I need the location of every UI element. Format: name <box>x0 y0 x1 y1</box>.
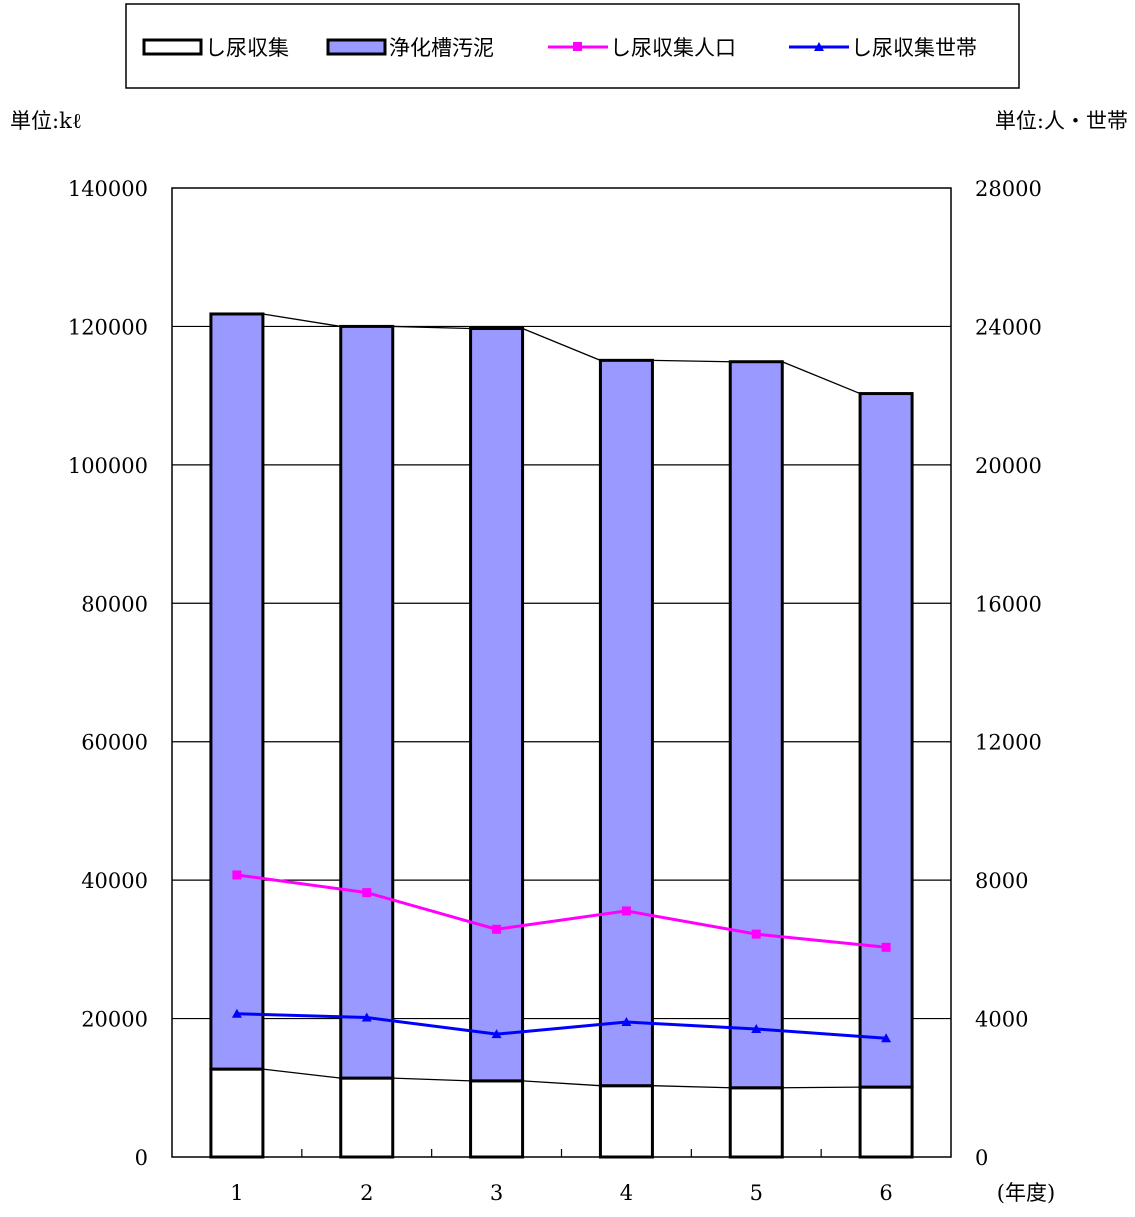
bar-night-soil <box>598 1084 654 1159</box>
bar-septic-sludge <box>598 358 654 1088</box>
series-connector-total <box>522 327 601 361</box>
left-tick-label: 80000 <box>81 592 148 616</box>
point-population <box>751 929 761 939</box>
x-tick-label: 4 <box>620 1181 633 1205</box>
series-lines <box>231 870 892 1043</box>
bar-night-soil <box>858 1085 914 1159</box>
plot-area <box>171 187 952 1158</box>
series-connector-total <box>262 313 341 328</box>
legend-swatch-septic-sludge <box>326 38 387 56</box>
bar-septic-sludge <box>728 360 784 1090</box>
point-households <box>881 1033 892 1043</box>
series-connector-night-soil <box>652 1085 731 1089</box>
bar-night-soil <box>469 1079 525 1159</box>
legend-label-night-soil: し尿収集 <box>205 36 289 60</box>
gridlines <box>172 325 951 1020</box>
series-connector-night-soil <box>392 1077 471 1082</box>
right-tick-label: 24000 <box>975 315 1042 339</box>
point-households <box>231 1008 242 1018</box>
legend-label-households: し尿収集世帯 <box>851 36 977 60</box>
legend: し尿収集 浄化槽汚泥 し尿収集人口 し尿収集世帯 <box>125 3 1020 89</box>
x-tick-label: 5 <box>750 1181 763 1205</box>
right-tick-label: 4000 <box>975 1008 1028 1032</box>
legend-label-population: し尿収集人口 <box>610 36 736 60</box>
bars <box>209 312 914 1159</box>
x-tick-label: 2 <box>360 1181 373 1205</box>
left-tick-label: 100000 <box>68 454 148 478</box>
line-population <box>236 873 887 949</box>
bar-septic-sludge <box>209 312 265 1071</box>
right-axis-ticks: 0 4000 8000 12000 16000 20000 24000 28000 <box>975 177 1042 1170</box>
bar-night-soil <box>728 1086 784 1159</box>
series-connector-night-soil <box>522 1080 601 1087</box>
bar-septic-sludge <box>858 392 914 1089</box>
right-axis-unit: 単位:人・世帯 <box>995 109 1128 133</box>
legend-label-septic-sludge: 浄化槽汚泥 <box>389 36 494 60</box>
point-households <box>751 1023 762 1033</box>
series-connector-total <box>782 361 861 395</box>
series-connector-night-soil <box>262 1068 341 1079</box>
left-tick-label: 0 <box>135 1146 148 1170</box>
legend-item-households: し尿収集世帯 <box>789 36 977 60</box>
right-tick-label: 12000 <box>975 731 1042 755</box>
left-tick-label: 120000 <box>68 315 148 339</box>
left-tick-label: 20000 <box>81 1008 148 1032</box>
right-tick-label: 0 <box>975 1146 988 1170</box>
x-tick-label: 6 <box>879 1181 892 1205</box>
legend-item-population: し尿収集人口 <box>548 36 736 60</box>
point-population <box>362 888 372 898</box>
series-connector-total <box>392 325 471 330</box>
series-connector-total <box>652 359 731 363</box>
legend-marker-population <box>573 42 582 51</box>
left-axis-ticks: 0 20000 40000 60000 80000 100000 120000 140000 <box>68 177 148 1170</box>
point-population <box>621 906 631 916</box>
legend-item-septic-sludge: 浄化槽汚泥 <box>326 36 494 60</box>
right-tick-label: 8000 <box>975 869 1028 893</box>
right-tick-label: 20000 <box>975 454 1042 478</box>
x-tick-label: 1 <box>230 1181 243 1205</box>
point-population <box>232 870 242 880</box>
left-tick-label: 60000 <box>81 731 148 755</box>
bar-night-soil <box>209 1067 265 1159</box>
legend-marker-households <box>814 42 824 51</box>
line-households <box>236 1012 887 1040</box>
legend-item-night-soil: し尿収集 <box>142 36 289 60</box>
left-tick-label: 140000 <box>68 177 148 201</box>
bar-night-soil <box>339 1076 395 1159</box>
series-connector-night-soil <box>782 1086 861 1089</box>
bar-septic-sludge <box>469 327 525 1083</box>
point-population <box>881 942 891 952</box>
point-households <box>361 1012 372 1022</box>
left-tick-label: 40000 <box>81 869 148 893</box>
legend-swatch-night-soil <box>142 38 203 56</box>
point-population <box>492 924 502 934</box>
right-tick-label: 16000 <box>975 592 1042 616</box>
x-axis-ticks: 1 2 3 4 5 6 <box>230 1149 893 1205</box>
x-tick-label: 3 <box>490 1181 503 1205</box>
left-axis-unit: 単位:kℓ <box>10 109 82 133</box>
point-households <box>621 1017 632 1027</box>
point-households <box>491 1029 502 1039</box>
bar-septic-sludge <box>339 324 395 1080</box>
right-tick-label: 28000 <box>975 177 1042 201</box>
x-axis-label: (年度) <box>997 1181 1055 1205</box>
